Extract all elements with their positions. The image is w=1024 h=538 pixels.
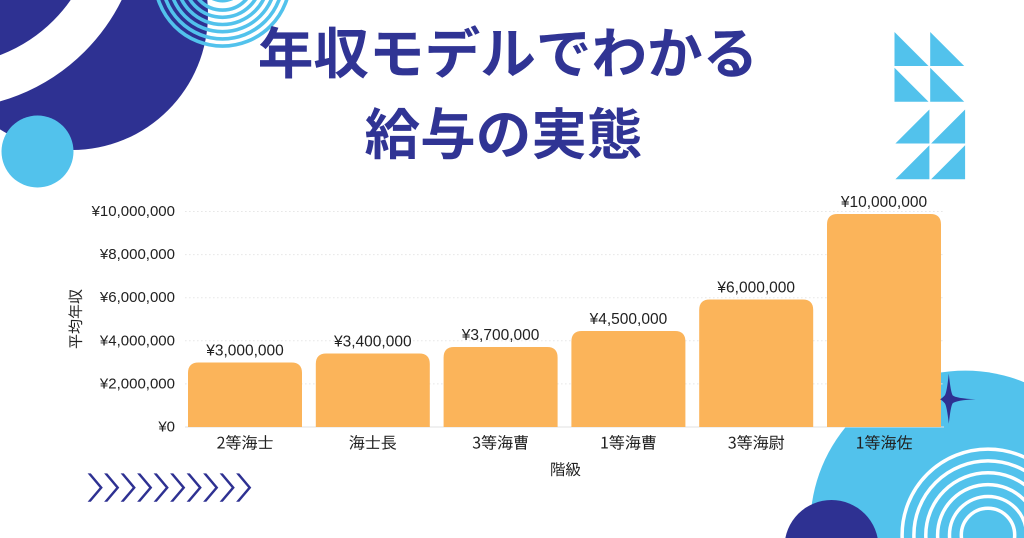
svg-text:¥4,500,000: ¥4,500,000	[589, 311, 668, 328]
svg-text:¥6,000,000: ¥6,000,000	[99, 289, 175, 306]
svg-text:¥0: ¥0	[157, 419, 175, 436]
svg-text:¥3,000,000: ¥3,000,000	[205, 343, 284, 360]
svg-text:¥8,000,000: ¥8,000,000	[99, 246, 175, 263]
svg-text:¥4,000,000: ¥4,000,000	[99, 332, 175, 349]
svg-text:¥6,000,000: ¥6,000,000	[716, 280, 795, 297]
svg-text:¥10,000,000: ¥10,000,000	[840, 194, 928, 211]
svg-text:¥3,700,000: ¥3,700,000	[461, 327, 540, 344]
svg-text:¥10,000,000: ¥10,000,000	[91, 203, 175, 220]
svg-text:¥2,000,000: ¥2,000,000	[99, 375, 175, 392]
svg-text:¥3,400,000: ¥3,400,000	[333, 334, 412, 351]
